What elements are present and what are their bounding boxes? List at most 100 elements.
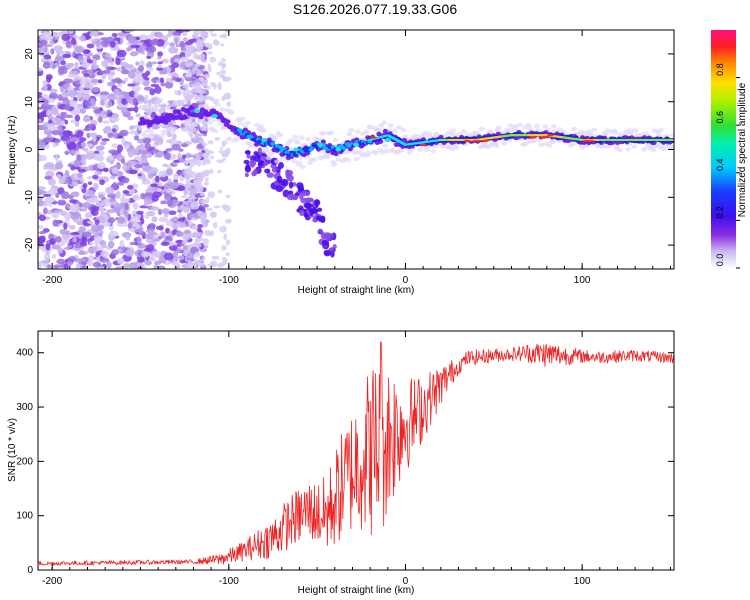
spectrogram-noise-point bbox=[213, 205, 221, 209]
spectrogram-noise-point bbox=[44, 175, 53, 180]
spectrogram-noise-point bbox=[80, 141, 87, 148]
spectrogram-noise-point bbox=[95, 145, 105, 151]
spectrogram-halo bbox=[197, 98, 204, 103]
spectrogram-noise-point bbox=[68, 225, 76, 230]
spectrogram-noise-point bbox=[38, 188, 44, 196]
spectrogram-halo bbox=[345, 157, 352, 163]
spectrogram-halo bbox=[158, 133, 165, 138]
spectrogram-noise-point bbox=[194, 132, 200, 139]
spectrogram-noise-point bbox=[207, 140, 214, 145]
spectrogram-cyan-blob bbox=[194, 109, 200, 114]
spectrogram-noise-point bbox=[98, 206, 105, 213]
spectrogram-noise-point bbox=[122, 177, 130, 184]
spectrogram-noise-point bbox=[174, 37, 179, 45]
spectrogram-noise-point bbox=[63, 222, 68, 231]
spectrogram-branch-point bbox=[258, 155, 267, 161]
spectrogram-halo bbox=[432, 144, 439, 149]
spectrogram-halo bbox=[460, 129, 467, 134]
spectrogram-noise-point bbox=[169, 242, 175, 247]
spectrogram-halo bbox=[137, 126, 144, 131]
spectrogram-halo bbox=[591, 127, 598, 132]
spectrogram-noise-point bbox=[185, 154, 195, 158]
spectrogram-noise-point bbox=[51, 211, 60, 219]
spectrogram-branch-point bbox=[317, 228, 323, 233]
snr-xlabel: Height of straight line (km) bbox=[298, 585, 415, 596]
spectrogram-noise-point bbox=[45, 110, 51, 116]
spectrogram-noise-point bbox=[135, 145, 145, 151]
spectrogram-noise-point bbox=[145, 244, 155, 251]
spectrogram-noise-point bbox=[106, 81, 116, 87]
spectrogram-noise-point bbox=[116, 171, 124, 177]
spectrogram-noise-point bbox=[60, 60, 67, 66]
spectrogram-noise-point bbox=[183, 93, 189, 99]
spectrogram-noise-point bbox=[99, 179, 105, 186]
colorbar-axes: 0.0 0.2 0.4 0.6 0.8 bbox=[715, 63, 740, 269]
spectrogram-noise-point bbox=[116, 153, 123, 161]
spectrogram-noise-point bbox=[94, 219, 100, 226]
spectrogram-noise-point bbox=[99, 91, 109, 96]
spectrogram-noise-point bbox=[78, 137, 87, 142]
spectrogram-branch-point bbox=[304, 191, 311, 197]
spectrogram-noise-point bbox=[117, 248, 123, 253]
spectrogram-noise-point bbox=[93, 232, 99, 237]
spectrogram-halo bbox=[478, 126, 485, 132]
spectrogram-noise-point bbox=[68, 30, 74, 35]
spectrogram-noise-point bbox=[56, 31, 63, 36]
spectrogram-noise-point bbox=[102, 120, 110, 124]
spectrogram-noise-point bbox=[217, 82, 222, 89]
spectrogram-noise-point bbox=[140, 192, 146, 200]
spectrogram-noise-point bbox=[167, 79, 176, 83]
spectrogram-noise-point bbox=[127, 83, 136, 87]
spectrogram-branch-point bbox=[276, 175, 283, 184]
spectrogram-branch-point bbox=[251, 170, 257, 177]
spectrogram-noise-point bbox=[63, 212, 73, 220]
spectrogram-halo bbox=[244, 120, 251, 125]
spectrogram-noise-point bbox=[122, 263, 129, 269]
spectrogram-noise-point bbox=[120, 69, 130, 75]
spectrogram-peak-blob bbox=[587, 139, 595, 143]
spectrogram-halo bbox=[398, 148, 405, 153]
spectrogram-noise-point bbox=[197, 223, 204, 229]
spectrogram-noise-point bbox=[47, 104, 53, 110]
spectrogram-noise-point bbox=[96, 224, 105, 230]
spectrogram-noise-point bbox=[67, 245, 72, 249]
spectrogram-cyan-blob bbox=[335, 147, 342, 152]
spectrogram-noise-point bbox=[191, 262, 197, 269]
spectrogram-noise-point bbox=[38, 261, 42, 269]
snr-series-line bbox=[38, 341, 674, 566]
spectrogram-noise-point bbox=[53, 264, 62, 269]
spectrogram-noise-point bbox=[133, 237, 138, 243]
spectrogram-noise-point bbox=[38, 67, 43, 72]
snr-xtick-label: 0 bbox=[403, 576, 409, 587]
spectrogram-noise-point bbox=[168, 210, 177, 216]
spectrogram-halo bbox=[212, 129, 219, 134]
spectrogram-branch-point bbox=[249, 159, 257, 167]
spectrogram-halo bbox=[530, 138, 537, 144]
spectrogram-noise-point bbox=[190, 170, 194, 178]
spectrogram-noise-point bbox=[178, 40, 186, 48]
spectrogram-halo bbox=[274, 159, 281, 164]
colorbar-tick-label: 0.4 bbox=[715, 159, 725, 172]
spectrogram-noise-point bbox=[69, 231, 80, 236]
spectrogram-halo bbox=[141, 134, 148, 139]
spectrogram-branch-point bbox=[271, 166, 278, 173]
spec-xtick-label: 0 bbox=[403, 275, 409, 286]
spectrogram-noise-point bbox=[42, 84, 48, 92]
spectrogram-noise-point bbox=[49, 238, 57, 246]
spectrogram-noise-point bbox=[48, 188, 57, 196]
spectrogram-noise-point bbox=[127, 115, 134, 121]
spectrogram-halo bbox=[465, 132, 472, 137]
spectrogram-noise-point bbox=[141, 72, 149, 79]
spectrogram-noise-point bbox=[178, 212, 183, 219]
spectrogram-branch-point bbox=[243, 159, 250, 165]
spectrogram-noise-point bbox=[79, 108, 87, 114]
spectrogram-noise-point bbox=[101, 60, 109, 68]
spectrogram-noise-point bbox=[70, 211, 80, 220]
spectrogram-halo bbox=[579, 145, 586, 150]
spectrogram-noise-point bbox=[52, 219, 60, 227]
spectrogram-noise-point bbox=[113, 131, 118, 140]
spectrogram-halo bbox=[201, 120, 208, 125]
spec-xtick-label: 100 bbox=[574, 275, 591, 286]
spectrogram-noise-point bbox=[124, 30, 135, 33]
spectrogram-noise-point bbox=[100, 200, 111, 207]
